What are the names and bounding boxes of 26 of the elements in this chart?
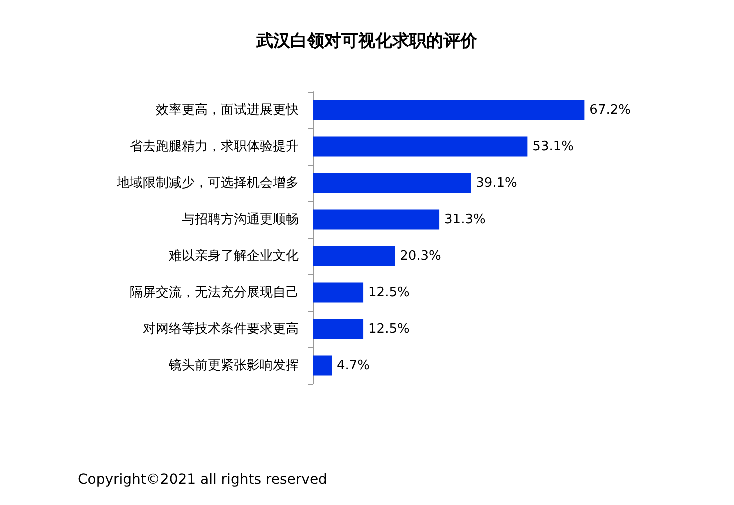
bar <box>313 282 364 303</box>
y-tick-label: 与招聘方沟通更顺畅 <box>182 211 299 228</box>
y-tick-label: 地域限制减少，可选择机会增多 <box>116 176 299 191</box>
data-label: 12.5% <box>368 322 410 337</box>
bar <box>313 173 472 194</box>
y-tick-label: 省去跑腿精力，求职体验提升 <box>130 139 299 154</box>
bar <box>313 136 528 157</box>
y-tick-label: 镜头前更紧张影响发挥 <box>168 358 299 374</box>
y-tick-label: 对网络等技术条件要求更高 <box>143 320 299 337</box>
bar <box>313 356 332 376</box>
data-label: 31.3% <box>444 212 486 228</box>
bar <box>313 100 585 120</box>
data-label: 20.3% <box>400 248 442 264</box>
data-label: 53.1% <box>532 139 574 154</box>
bar <box>313 246 396 266</box>
data-label: 67.2% <box>590 102 631 118</box>
y-tick-label: 隔屏交流，无法充分展现自己 <box>130 284 299 300</box>
y-tick-label: 难以亲身了解企业文化 <box>168 248 299 264</box>
chart-title: 武汉白领对可视化求职的评价 <box>256 32 478 52</box>
data-label: 4.7% <box>337 358 370 374</box>
data-label: 12.5% <box>368 285 410 300</box>
y-tick-label: 效率更高，面试进展更快 <box>156 102 299 118</box>
bar <box>313 319 364 340</box>
data-label: 39.1% <box>476 176 518 191</box>
text: Copyright©2021 all rights reserved <box>78 472 328 488</box>
bar <box>313 210 440 230</box>
